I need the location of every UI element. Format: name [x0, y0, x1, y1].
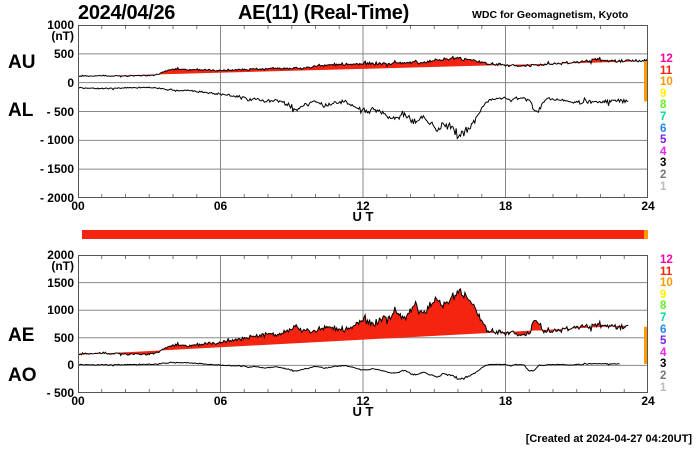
chart-au-al	[78, 25, 648, 198]
x-tick-label: 00	[71, 394, 85, 408]
y-tick-label: 0	[67, 358, 74, 373]
page-date: 2024/04/26	[78, 2, 176, 24]
al-series-label: AL	[8, 100, 34, 121]
legend-item-6: 6	[660, 122, 667, 135]
x-tick-label: 12	[356, 199, 370, 213]
chart-ae-ao	[78, 255, 648, 393]
y-tick-label: 0	[67, 75, 74, 90]
au-al-y-unit: (nT)	[51, 29, 74, 43]
au-al-plot-area	[78, 25, 648, 198]
ao-series-label: AO	[8, 365, 37, 386]
legend-item-5: 5	[660, 134, 667, 147]
legend-item-12: 12	[660, 53, 673, 65]
y-tick-label: - 1000	[39, 133, 74, 148]
x-tick-label: 00	[71, 199, 85, 213]
au-series-label: AU	[8, 52, 36, 73]
x-tick-label: 18	[498, 199, 513, 213]
y-tick-label: - 2000	[39, 191, 74, 205]
x-tick-label: 06	[213, 199, 228, 213]
legend-item-12: 12	[660, 254, 673, 266]
y-tick-label: 1500	[47, 275, 74, 290]
station-availability-bar	[82, 230, 648, 239]
x-tick-label: 24	[641, 199, 655, 213]
legend-item-6: 6	[660, 323, 667, 336]
y-tick-label: - 1500	[39, 162, 74, 177]
page-title: AE(11) (Real-Time)	[238, 2, 409, 24]
data-source-credit: WDC for Geomagnetism, Kyoto	[472, 9, 629, 21]
legend-item-10: 10	[660, 277, 673, 290]
legend-item-4: 4	[660, 145, 667, 158]
legend-item-5: 5	[660, 335, 667, 348]
legend-item-7: 7	[660, 311, 667, 324]
y-tick-label: - 500	[46, 104, 74, 119]
legend-item-7: 7	[660, 110, 667, 123]
au-al-x-axis-title: U T	[352, 209, 374, 224]
legend-item-4: 4	[660, 346, 667, 359]
y-tick-label: 1000	[47, 18, 74, 32]
x-tick-label: 24	[641, 394, 655, 408]
ae-ao-x-axis-title: U T	[352, 404, 374, 419]
legend-item-9: 9	[660, 288, 667, 301]
x-tick-label: 12	[356, 394, 370, 408]
legend-item-8: 8	[660, 300, 667, 313]
ae-ao-y-unit: (nT)	[51, 259, 74, 273]
ae-ao-plot-area	[78, 255, 648, 393]
y-tick-label: 500	[53, 330, 74, 345]
legend-item-3: 3	[660, 358, 667, 371]
y-tick-label: 1000	[47, 303, 74, 318]
station-count-legend-top: 12 11 10 9 8 7 6 5 4 3 2 1	[660, 53, 673, 193]
legend-item-2: 2	[660, 168, 667, 181]
legend-item-2: 2	[660, 369, 667, 382]
legend-item-1: 1	[660, 180, 667, 193]
y-tick-label: - 500	[46, 386, 74, 400]
legend-item-9: 9	[660, 87, 667, 100]
station-count-legend-bottom: 12 11 10 9 8 7 6 5 4 3 2 1	[660, 254, 673, 394]
y-tick-label: 500	[53, 46, 74, 61]
creation-timestamp: [Created at 2024-04-27 04:20UT]	[525, 433, 692, 445]
legend-item-11: 11	[660, 265, 673, 278]
legend-item-3: 3	[660, 157, 667, 170]
legend-item-10: 10	[660, 76, 673, 89]
x-tick-label: 18	[498, 394, 513, 408]
ae-series-label: AE	[8, 325, 35, 346]
legend-item-1: 1	[660, 381, 667, 394]
legend-item-11: 11	[660, 64, 673, 77]
legend-item-8: 8	[660, 99, 667, 112]
y-tick-label: 2000	[47, 248, 74, 262]
x-tick-label: 06	[213, 394, 228, 408]
